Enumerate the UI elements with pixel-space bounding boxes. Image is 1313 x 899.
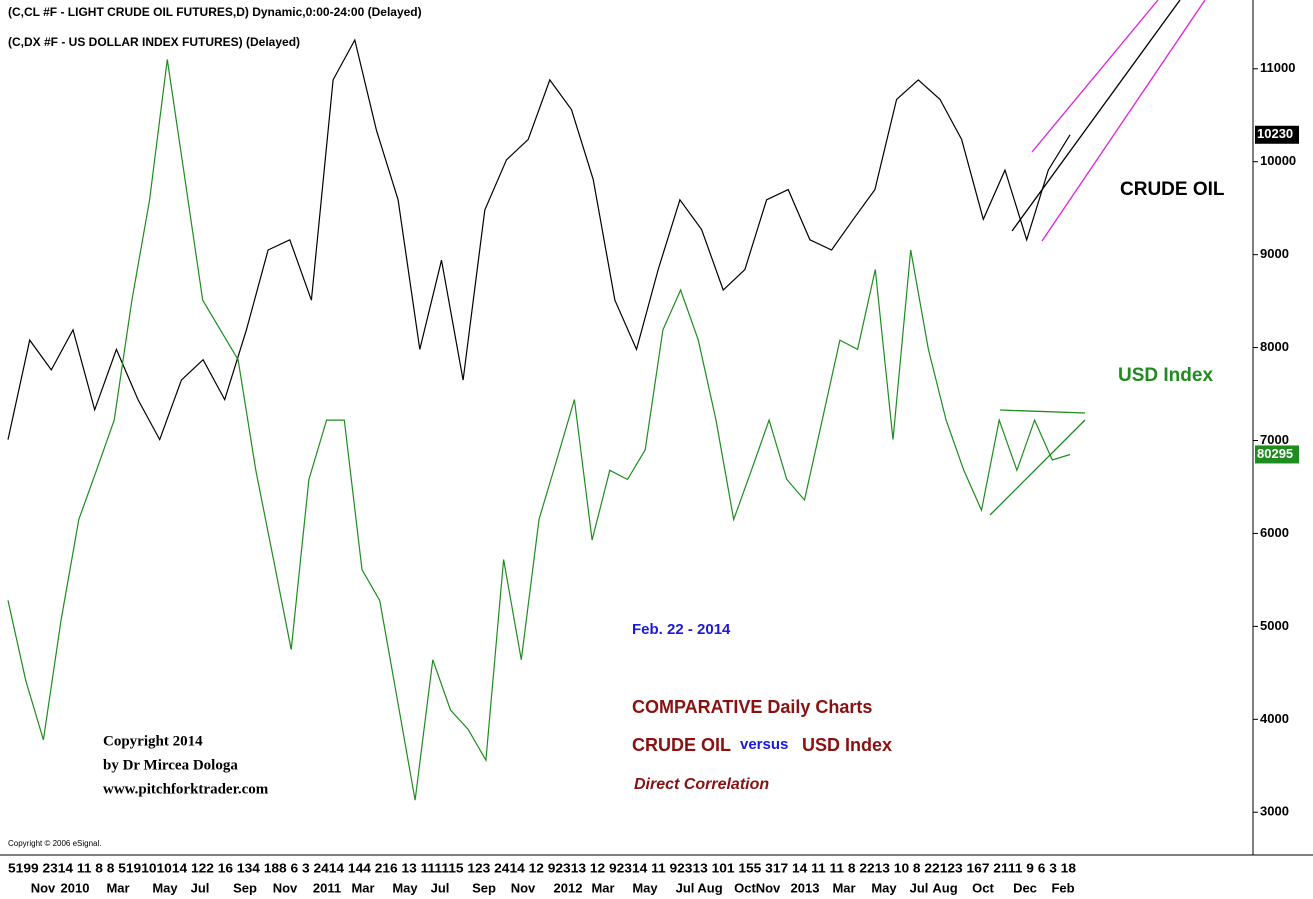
series-line [7, 59, 1071, 801]
header-line: (C,DX #F - US DOLLAR INDEX FUTURES) (Del… [8, 35, 300, 49]
series-label: USD Index [1118, 365, 1213, 386]
annotation-note: Direct Correlation [634, 776, 769, 793]
pitchfork-median [1011, 0, 1181, 232]
annotation-sub: USD Index [802, 735, 892, 755]
x-tick-label: Feb [1051, 880, 1074, 895]
day-labels: 5199 2314 11 8 8 519101014 122 16 134 18… [8, 860, 1076, 875]
x-tick-label: Nov [511, 880, 536, 895]
x-tick-label: Mar [832, 880, 855, 895]
x-tick-label: 2010 [61, 880, 90, 895]
x-tick-label: Nov [31, 880, 56, 895]
x-tick-label: Aug [697, 880, 722, 895]
x-tick-label: May [632, 880, 658, 895]
x-tick-label: Mar [351, 880, 374, 895]
x-tick-label: Nov [273, 880, 298, 895]
y-tick-label: 11000 [1260, 60, 1295, 75]
y-tick-label: 5000 [1260, 618, 1289, 633]
date-label: Feb. 22 - 2014 [632, 621, 731, 638]
x-tick-label: May [392, 880, 418, 895]
header-line: (C,CL #F - LIGHT CRUDE OIL FUTURES,D) Dy… [8, 5, 422, 19]
y-tick-label: 4000 [1260, 711, 1289, 726]
x-tick-label: Dec [1013, 880, 1037, 895]
x-tick-label: Nov [756, 880, 781, 895]
triangle-bottom [989, 419, 1086, 516]
price-tag-label: 10230 [1257, 126, 1293, 141]
x-tick-label: 2012 [554, 880, 583, 895]
y-tick-label: 3000 [1260, 804, 1289, 819]
triangle-top [999, 409, 1086, 414]
x-tick-label: May [152, 880, 178, 895]
x-tick-label: 2013 [791, 880, 820, 895]
y-tick-label: 10000 [1260, 153, 1296, 168]
x-tick-label: Jul [431, 880, 450, 895]
copyright-line: Copyright 2014 [103, 733, 203, 749]
esignal-copyright: Copyright © 2006 eSignal. [8, 839, 102, 848]
price-tag-label: 80295 [1257, 446, 1293, 461]
x-tick-label: Oct [972, 880, 994, 895]
x-tick-label: Mar [106, 880, 129, 895]
copyright-line: www.pitchforktrader.com [103, 781, 269, 797]
x-tick-label: 2011 [313, 880, 341, 895]
series-line [7, 38, 1071, 442]
x-tick-label: Aug [932, 880, 957, 895]
series-label: CRUDE OIL [1120, 179, 1225, 200]
pitchfork-lower [1041, 0, 1206, 242]
x-tick-label: May [871, 880, 897, 895]
annotation-sub: versus [740, 736, 788, 753]
trend-lines [989, 0, 1206, 516]
annotation-title: COMPARATIVE Daily Charts [632, 697, 872, 717]
pitchfork-upper [1031, 0, 1159, 153]
y-tick-label: 6000 [1260, 525, 1289, 540]
y-tick-label: 8000 [1260, 339, 1289, 354]
x-tick-label: Jul [910, 880, 929, 895]
copyright: Copyright 2014 by Dr Mircea Dologa www.p… [103, 733, 269, 797]
copyright-line: by Dr Mircea Dologa [103, 757, 238, 773]
y-tick-label: 9000 [1260, 246, 1289, 261]
x-tick-label: Oct [734, 880, 756, 895]
x-tick-label: Sep [233, 880, 257, 895]
y-tick-label: 7000 [1260, 432, 1289, 447]
price-tag [1255, 445, 1299, 464]
x-tick-label: Jul [676, 880, 695, 895]
x-tick-label: Jul [191, 880, 210, 895]
price-tag [1255, 125, 1299, 144]
annotation-sub: CRUDE OIL [632, 735, 731, 755]
x-tick-label: Mar [591, 880, 614, 895]
x-tick-label: Sep [472, 880, 496, 895]
